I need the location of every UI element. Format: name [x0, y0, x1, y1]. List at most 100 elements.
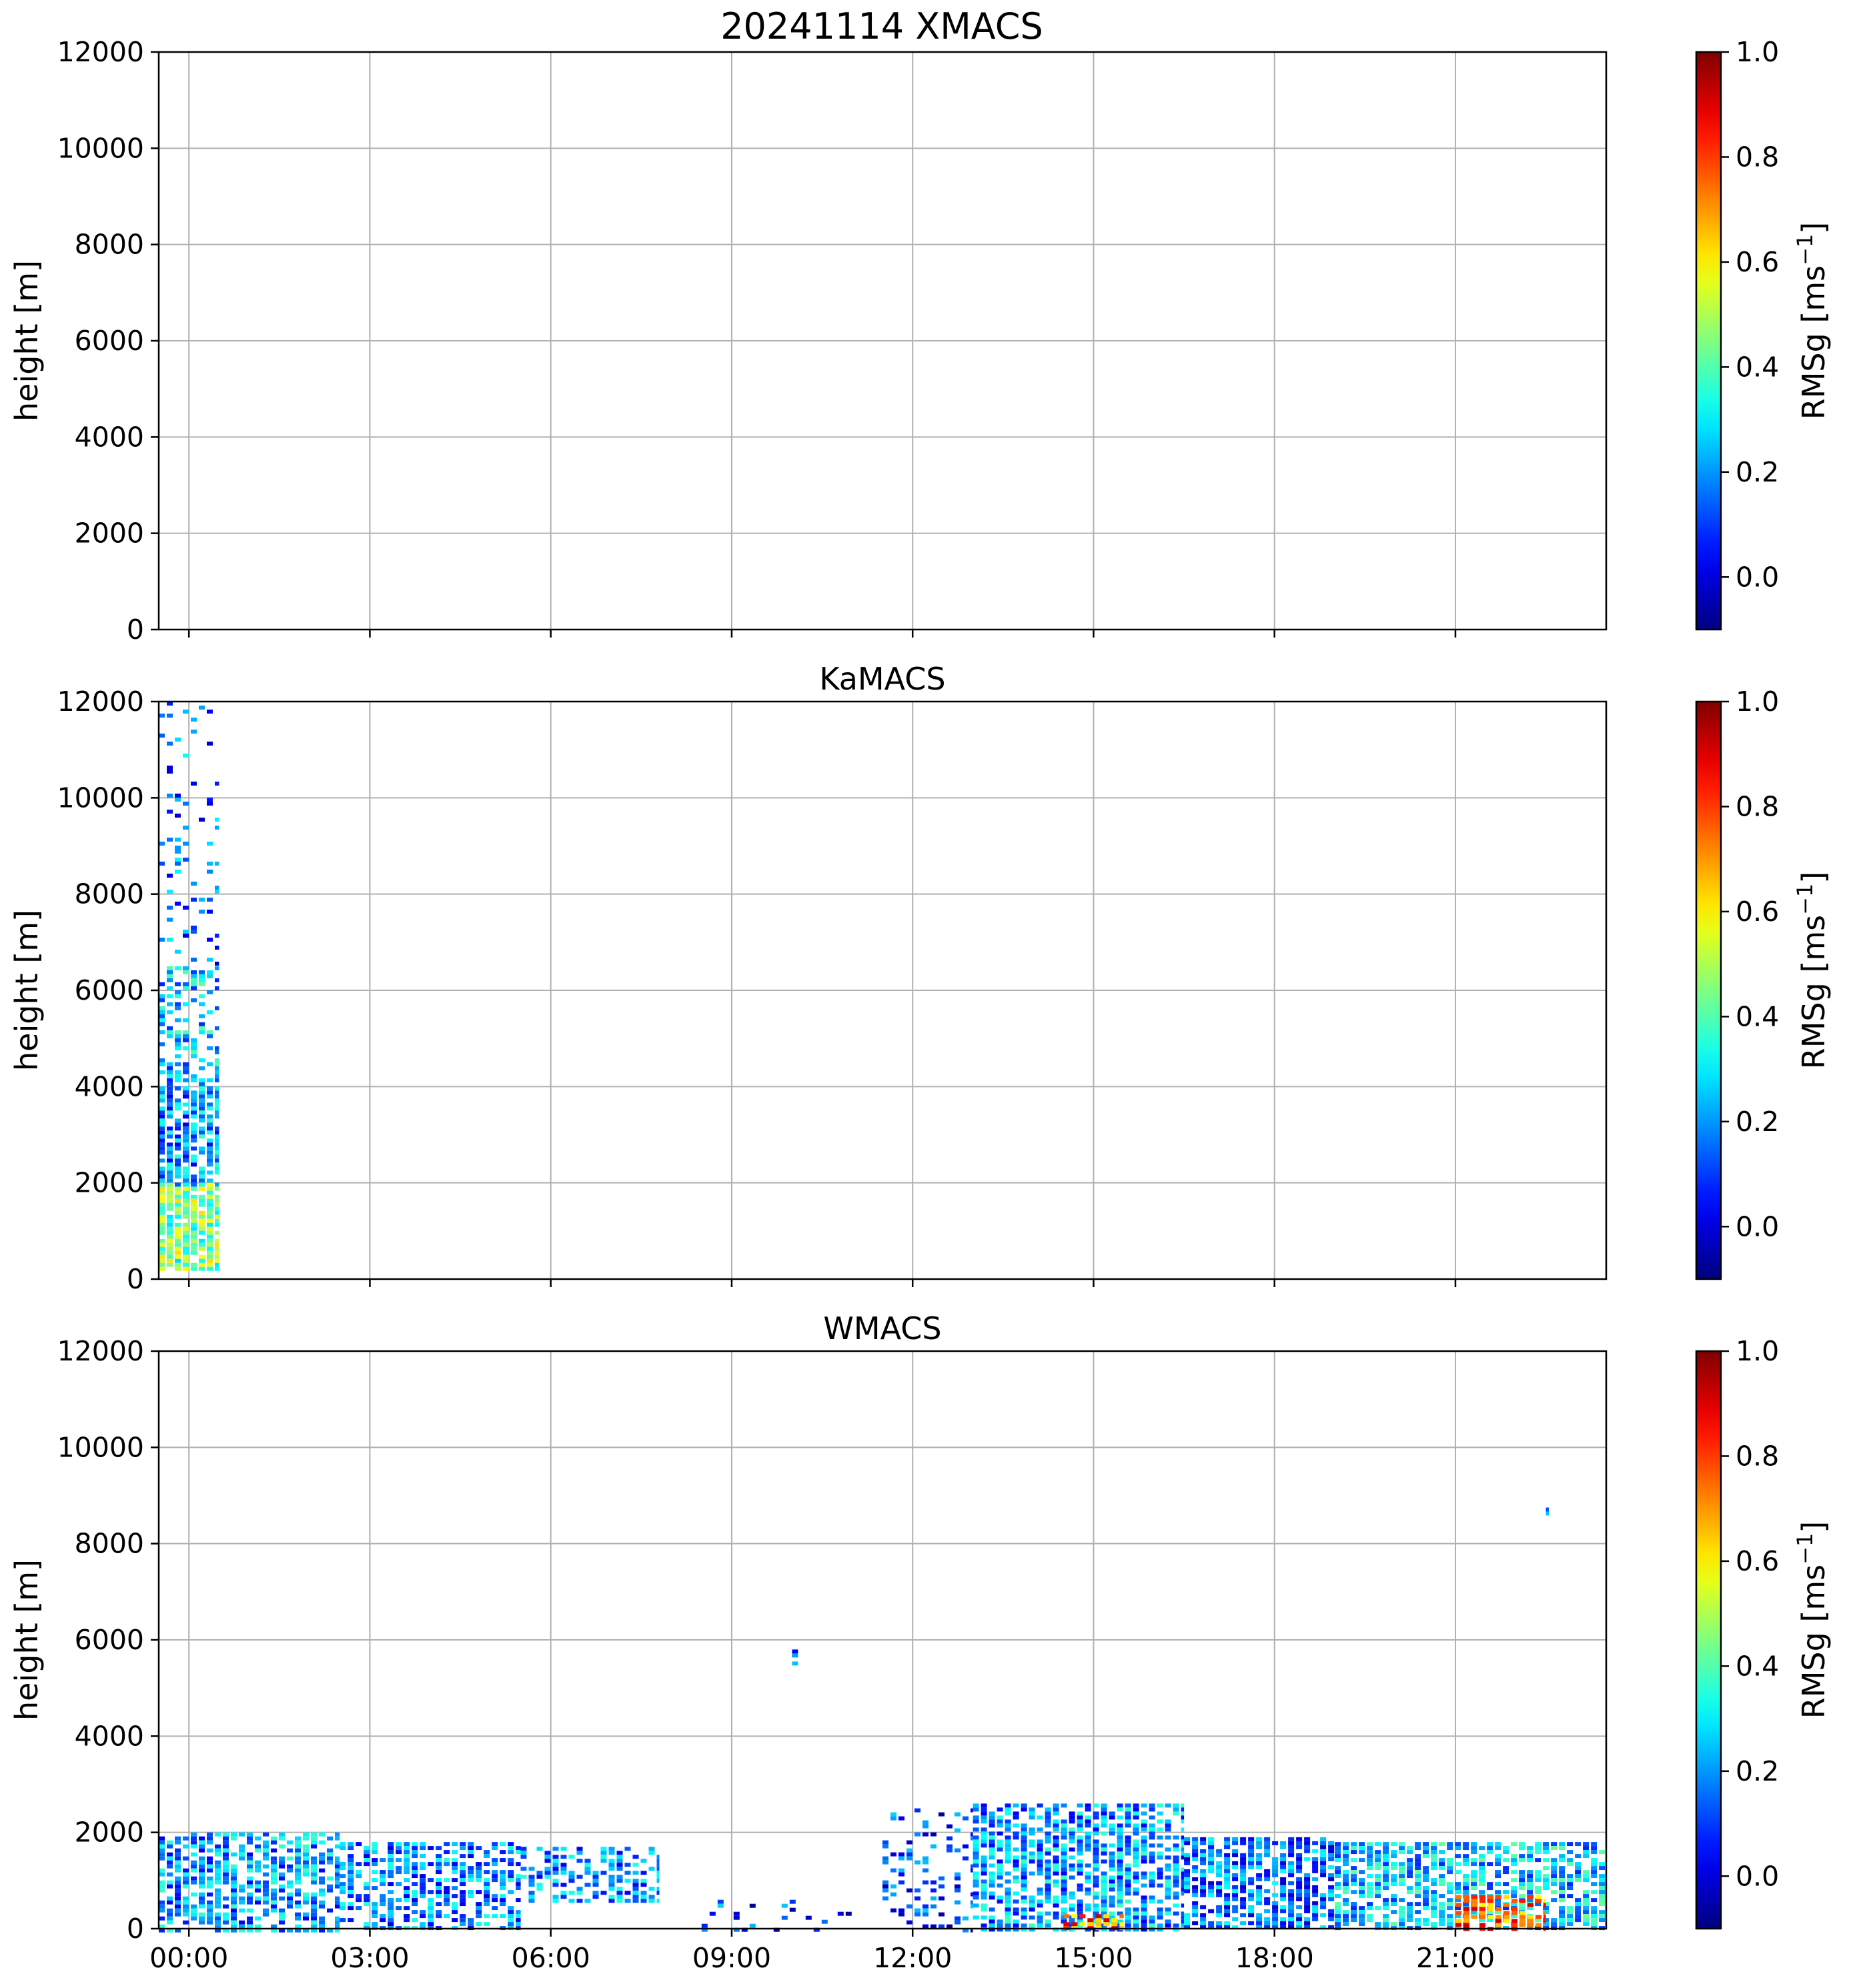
heatmap-cell [1005, 1891, 1011, 1896]
heatmap-cell [1583, 1914, 1590, 1919]
heatmap-cell [484, 1898, 490, 1903]
heatmap-cell [947, 1844, 953, 1849]
heatmap-cell [436, 1894, 442, 1899]
heatmap-cell [1125, 1923, 1131, 1928]
heatmap-cell [1200, 1861, 1207, 1865]
heatmap-cell [404, 1866, 410, 1871]
heatmap-cell [428, 1890, 434, 1895]
heatmap-cell [1173, 1871, 1179, 1876]
heatmap-cell [223, 1860, 229, 1865]
heatmap-cell [1240, 1921, 1247, 1925]
heatmap-cell [508, 1890, 514, 1895]
heatmap-cell [183, 1062, 189, 1066]
heatmap-cell [1463, 1846, 1469, 1851]
heatmap-cell [1335, 1858, 1341, 1863]
heatmap-cell [1359, 1870, 1365, 1875]
heatmap-cell [1527, 1890, 1533, 1895]
heatmap-cell [989, 1923, 995, 1928]
heatmap-cell [1077, 1823, 1083, 1828]
heatmap-cell [428, 1914, 434, 1919]
heatmap-cell [1463, 1842, 1469, 1847]
heatmap-cell [1264, 1877, 1271, 1881]
heatmap-cell [215, 1062, 219, 1066]
heatmap-cell [460, 1862, 466, 1867]
heatmap-cell [1005, 1803, 1011, 1808]
heatmap-cell [1471, 1874, 1477, 1879]
heatmap-cell [1149, 1851, 1155, 1856]
heatmap-cell [1133, 1855, 1139, 1860]
heatmap-cell [167, 1126, 173, 1131]
heatmap-cell [1599, 1874, 1606, 1879]
heatmap-cell [1045, 1911, 1051, 1916]
heatmap-cell [1431, 1906, 1437, 1911]
heatmap-cell [997, 1875, 1003, 1880]
heatmap-cell [207, 1010, 213, 1014]
heatmap-cell [1125, 1835, 1131, 1840]
heatmap-cell [1005, 1911, 1011, 1916]
heatmap-cell [1351, 1906, 1357, 1911]
heatmap-cell [1519, 1923, 1525, 1927]
heatmap-data [159, 702, 219, 1271]
heatmap-cell [1463, 1919, 1469, 1923]
heatmap-cell [947, 1824, 953, 1829]
heatmap-cell [159, 714, 165, 718]
heatmap-cell [1280, 1909, 1287, 1913]
heatmap-cell [199, 970, 205, 974]
heatmap-cell [1559, 1914, 1566, 1919]
heatmap-cell [882, 1884, 888, 1889]
heatmap-cell [1141, 1859, 1147, 1864]
heatmap-cell [963, 1916, 969, 1921]
heatmap-cell [1165, 1879, 1171, 1884]
heatmap-cell [1343, 1850, 1349, 1855]
heatmap-cell [1511, 1894, 1517, 1899]
heatmap-cell [247, 1856, 253, 1861]
heatmap-cell [327, 1884, 333, 1889]
heatmap-cell [1551, 1898, 1558, 1903]
heatmap-cell [175, 1266, 181, 1271]
heatmap-cell [1141, 1899, 1147, 1904]
heatmap-cell [340, 1882, 346, 1887]
heatmap-cell [1248, 1913, 1255, 1917]
heatmap-cell [1069, 1863, 1075, 1868]
heatmap-cell [271, 1836, 277, 1841]
heatmap-cell [1149, 1879, 1155, 1884]
heatmap-cell [1328, 1913, 1335, 1917]
heatmap-cell [1288, 1897, 1295, 1901]
heatmap-cell [191, 1038, 197, 1042]
heatmap-cell [1149, 1835, 1155, 1840]
heatmap-cell [167, 1142, 173, 1147]
heatmap-cell [1495, 1910, 1501, 1915]
heatmap-cell [167, 810, 173, 814]
heatmap-cell [640, 1871, 647, 1875]
heatmap-cell [1141, 1871, 1147, 1876]
heatmap-cell [1037, 1863, 1043, 1868]
heatmap-cell [199, 1086, 205, 1090]
heatmap-cell [207, 1242, 213, 1247]
heatmap-cell [882, 1844, 888, 1849]
heatmap-cell [167, 1860, 173, 1865]
heatmap-cell [1415, 1870, 1421, 1875]
heatmap-cell [1583, 1922, 1590, 1927]
heatmap-cell [1184, 1921, 1191, 1925]
heatmap-cell [1240, 1857, 1247, 1861]
heatmap-cell [444, 1890, 450, 1895]
heatmap-cell [215, 1166, 219, 1171]
heatmap-cell [1447, 1870, 1453, 1875]
heatmap-cell [600, 1855, 607, 1859]
heatmap-cell [1093, 1907, 1099, 1912]
heatmap-cell [1232, 1889, 1239, 1893]
heatmap-cell [404, 1906, 410, 1911]
heatmap-cell [207, 1856, 213, 1861]
heatmap-cell [1463, 1923, 1469, 1927]
heatmap-cell [468, 1918, 474, 1923]
heatmap-cell [247, 1832, 253, 1837]
heatmap-cell [1551, 1866, 1558, 1871]
heatmap-cell [1093, 1843, 1099, 1848]
heatmap-cell [1181, 1871, 1185, 1876]
heatmap-cell [175, 1166, 181, 1171]
heatmap-cell [1359, 1890, 1365, 1895]
heatmap-cell [1077, 1887, 1083, 1892]
heatmap-cell [1391, 1894, 1397, 1899]
heatmap-cell [159, 1170, 165, 1175]
heatmap-cell [183, 934, 189, 938]
